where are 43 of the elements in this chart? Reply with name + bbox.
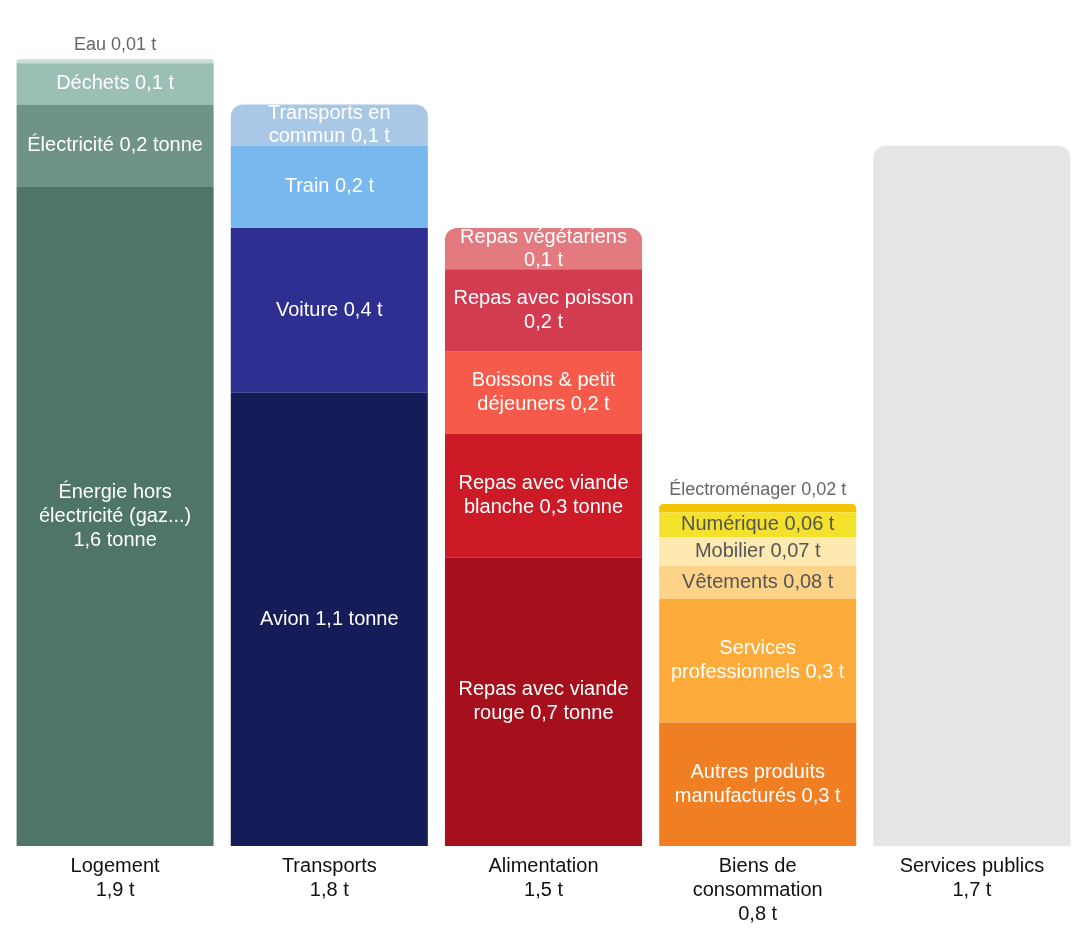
data-label: Vêtements 0,08 t [682,569,834,592]
x-tick-label: Services publics [899,853,1045,876]
data-label: Numérique 0,06 t [680,512,835,535]
data-label: Repas végétariens 0,1 t [460,224,627,270]
total-label: 0,8 t [738,901,778,924]
bar [659,598,857,723]
bar [659,504,857,513]
bar [873,145,1071,846]
data-label: Mobilier 0,07 t [694,538,821,561]
bar [16,63,214,105]
data-label: Boissons & petit déjeuners 0,2 t [471,368,616,415]
data-label: Voiture 0,4 t [275,298,384,320]
data-label: Services professionnels 0,3 t [670,636,845,683]
data-label: Repas avec viande rouge 0,7 tonne [458,677,629,724]
total-label: 1,8 t [309,877,350,900]
total-label: 1,9 t [95,877,135,900]
bar [444,269,643,352]
bar [16,104,214,187]
data-label: Repas avec poisson 0,2 t [453,286,634,332]
x-tick-label: Alimentation [488,853,599,876]
bar [659,722,857,846]
data-label: Avion 1,1 tonne [259,606,399,629]
total-label: 1,7 t [952,877,992,900]
bar [16,59,214,64]
x-tick-label: Logement [70,853,161,876]
data-label: Énergie hors électricité (gaz...) 1,6 tonne [38,479,192,550]
total-label: 1,5 t [524,877,564,900]
bar [444,557,643,846]
data-label: Électroménager 0,02 t [669,479,847,500]
bar [16,186,214,846]
data-label: Transports en commun 0,1 t [267,101,391,146]
bar [230,145,428,229]
data-label: Autres produits manufacturés 0,3 t [674,759,841,806]
data-label: Électricité 0,2 tonne [27,133,203,156]
bar [230,392,428,846]
data-label: Train 0,2 t [284,174,375,197]
x-tick-label: Transports [281,853,377,876]
x-tick-label: Biens de consommation [692,853,823,900]
data-label: Eau 0,01 t [74,34,157,55]
data-label: Déchets 0,1 t [56,71,175,94]
bar [230,228,428,393]
data-label: Repas avec viande blanche 0,3 tonne [458,471,629,518]
bar [444,434,643,558]
